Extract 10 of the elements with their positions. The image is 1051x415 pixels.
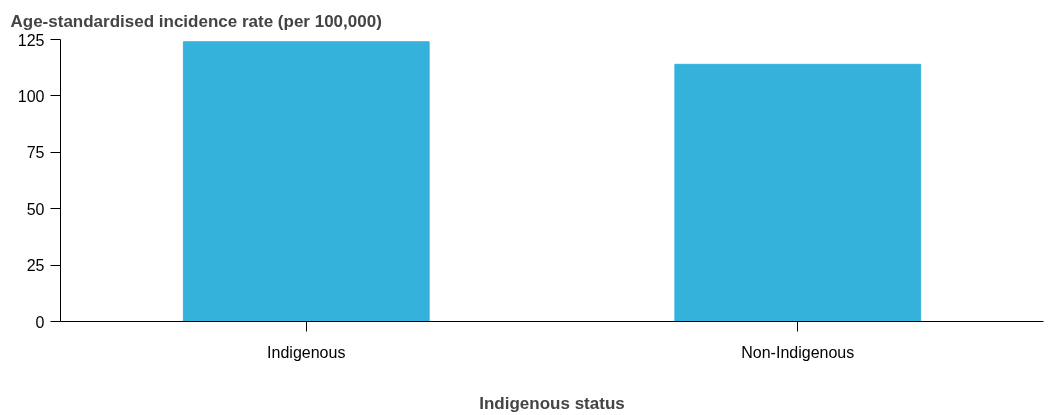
- y-tick-label: 25: [26, 257, 45, 275]
- y-tick-label: 125: [17, 31, 45, 49]
- y-tick-label: 75: [26, 144, 45, 162]
- y-tick-label: 0: [35, 313, 45, 331]
- chart-title: Age-standardised incidence rate (per 100,000): [10, 11, 382, 31]
- x-tick-label: Non-Indigenous: [741, 343, 855, 361]
- x-axis-title: Indigenous status: [479, 393, 625, 413]
- y-tick-label: 100: [17, 87, 45, 105]
- x-tick-label: Indigenous: [267, 343, 346, 361]
- y-tick-label: 50: [26, 200, 45, 218]
